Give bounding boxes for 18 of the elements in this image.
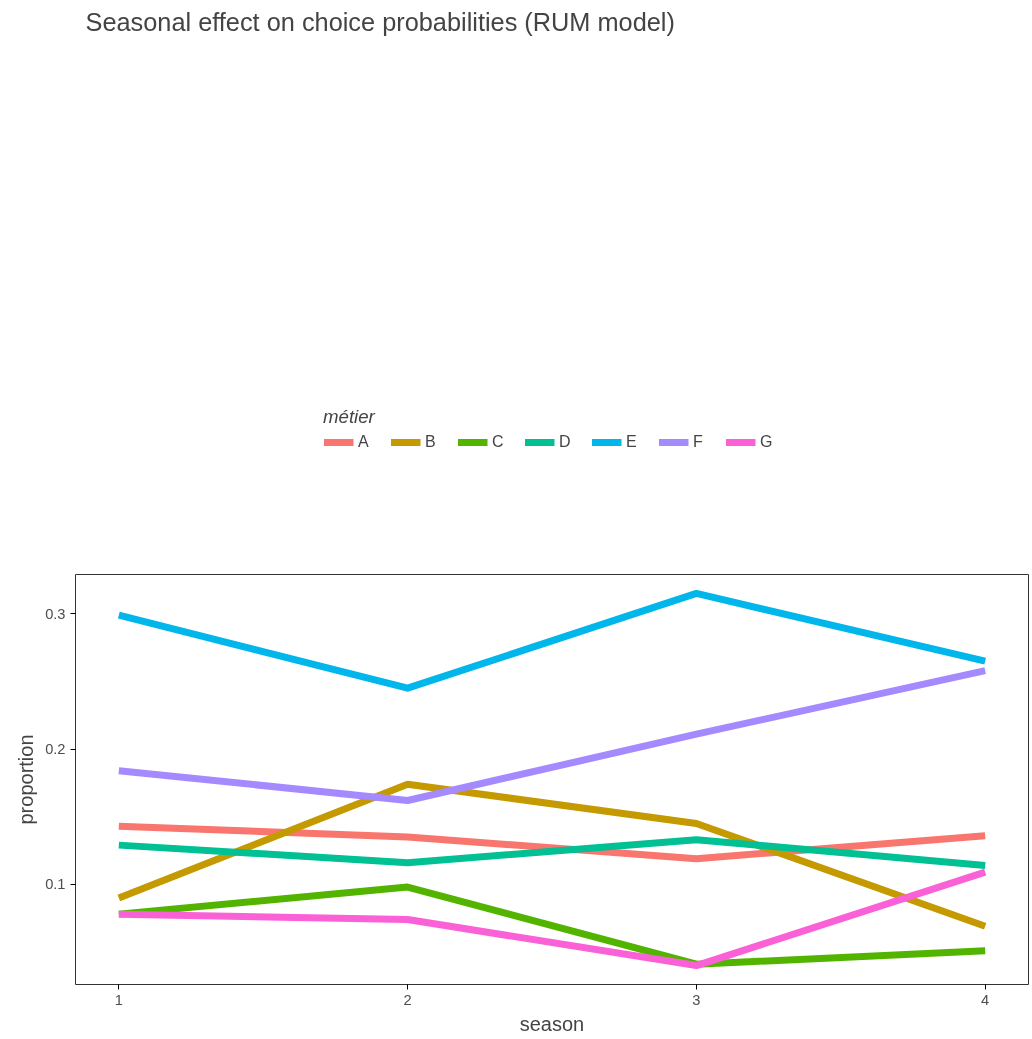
legend-label: F xyxy=(693,433,704,451)
legend-label: A xyxy=(358,433,370,451)
y-tick-label: 0.1 xyxy=(45,876,66,893)
y-tick-label: 0.3 xyxy=(45,605,66,622)
legend-label: C xyxy=(492,433,505,451)
legend-title: métier xyxy=(323,406,377,428)
x-tick-label: 2 xyxy=(403,991,412,1008)
y-axis-title: proportion xyxy=(15,734,38,825)
legend-label: B xyxy=(425,433,437,451)
x-axis-title: season xyxy=(519,1012,585,1035)
x-tick-label: 4 xyxy=(981,991,990,1008)
chart-title: Seasonal effect on choice probabilities (RUM model) xyxy=(85,7,675,36)
x-tick-label: 1 xyxy=(114,991,123,1008)
legend-label: G xyxy=(760,433,774,451)
x-tick-label: 3 xyxy=(692,991,701,1008)
y-tick-label: 0.2 xyxy=(45,741,66,758)
legend-label: E xyxy=(626,433,638,451)
legend-label: D xyxy=(559,433,572,451)
